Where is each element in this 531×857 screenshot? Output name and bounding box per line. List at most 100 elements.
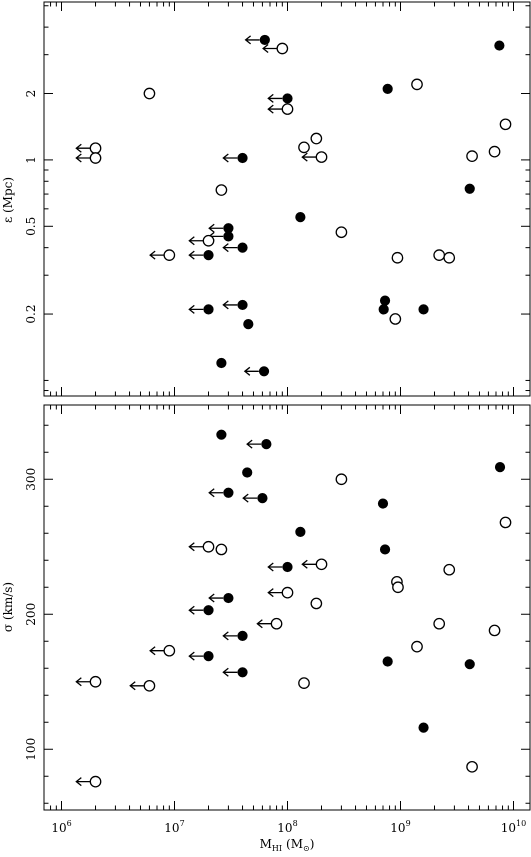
point-marker bbox=[223, 231, 234, 242]
open-point bbox=[310, 597, 323, 610]
filled-point-upper-limit bbox=[188, 250, 214, 261]
upper-limit-arrow bbox=[222, 153, 238, 163]
filled-point-upper-limit bbox=[222, 299, 248, 311]
y-axis-label-sigma: σ (km/s) bbox=[1, 582, 15, 632]
point-marker bbox=[143, 87, 156, 100]
filled-point bbox=[464, 183, 475, 194]
point-marker bbox=[89, 675, 102, 688]
point-marker bbox=[418, 304, 429, 315]
upper-limit-arrow bbox=[222, 300, 238, 310]
upper-limit-arrow bbox=[188, 542, 204, 552]
point-marker bbox=[223, 592, 234, 604]
open-point bbox=[298, 141, 310, 154]
point-marker bbox=[382, 83, 393, 94]
open-point-upper-limit bbox=[149, 249, 176, 261]
open-point bbox=[310, 132, 323, 145]
open-point-upper-limit bbox=[188, 540, 215, 553]
filled-point-upper-limit bbox=[244, 34, 270, 46]
point-marker bbox=[411, 640, 423, 653]
point-marker bbox=[499, 118, 512, 131]
point-marker bbox=[257, 493, 268, 504]
point-marker bbox=[382, 656, 393, 667]
x-axis-label-unit-subscript: ⊙ bbox=[303, 844, 310, 853]
y-tick-label: 100 bbox=[24, 738, 38, 761]
filled-point bbox=[464, 659, 475, 670]
open-point-upper-limit bbox=[301, 558, 328, 571]
upper-limit-arrow bbox=[208, 593, 224, 603]
upper-limit-arrow bbox=[267, 93, 283, 103]
x-axis-label-subscript: HI bbox=[272, 844, 282, 853]
filled-point bbox=[243, 319, 254, 330]
panel-epsilon-points bbox=[75, 34, 512, 377]
open-point-upper-limit bbox=[129, 679, 156, 692]
filled-point-upper-limit bbox=[208, 223, 234, 234]
y-axis-label-epsilon: ε (Mpc) bbox=[1, 177, 15, 223]
point-marker bbox=[499, 516, 512, 529]
point-marker bbox=[203, 605, 214, 616]
upper-limit-arrow bbox=[188, 250, 204, 260]
open-point-upper-limit bbox=[256, 617, 283, 630]
upper-limit-arrow bbox=[222, 667, 238, 677]
point-marker bbox=[466, 150, 478, 162]
open-point-upper-limit bbox=[75, 675, 102, 688]
filled-point-upper-limit bbox=[267, 93, 293, 104]
panel-sigma-ticks bbox=[43, 405, 530, 810]
upper-limit-arrow bbox=[188, 304, 204, 314]
point-marker bbox=[203, 304, 214, 315]
y-tick-label: 0.2 bbox=[24, 305, 38, 324]
point-marker bbox=[443, 563, 456, 576]
filled-point bbox=[295, 526, 306, 538]
open-point bbox=[215, 543, 228, 556]
point-marker bbox=[464, 183, 475, 194]
open-point-upper-limit bbox=[262, 42, 289, 55]
point-marker bbox=[464, 659, 475, 670]
x-axis-label-unit: (M bbox=[286, 837, 303, 851]
filled-point bbox=[494, 462, 506, 473]
open-point bbox=[433, 249, 446, 261]
y-tick-label: 200 bbox=[24, 603, 38, 626]
upper-limit-arrow bbox=[149, 250, 165, 260]
filled-point bbox=[379, 544, 391, 555]
x-tick-label: 106 bbox=[51, 819, 71, 835]
point-marker bbox=[433, 249, 446, 261]
panel-sigma-frame bbox=[43, 404, 531, 811]
open-point bbox=[488, 624, 501, 637]
filled-point-upper-limit bbox=[188, 651, 214, 662]
filled-point bbox=[382, 656, 393, 667]
open-point bbox=[433, 617, 446, 630]
open-point bbox=[215, 184, 228, 196]
panel-sigma-tick-labels: 100 200 300 106 107 108 109 1010 bbox=[24, 468, 526, 835]
point-marker bbox=[282, 93, 293, 104]
point-marker bbox=[202, 234, 215, 247]
upper-limit-arrow bbox=[243, 366, 259, 376]
upper-limit-arrow bbox=[262, 43, 278, 54]
point-marker bbox=[488, 145, 501, 158]
upper-limit-arrow bbox=[267, 562, 283, 572]
open-point bbox=[389, 313, 402, 325]
filled-point bbox=[295, 212, 306, 223]
filled-point bbox=[382, 83, 393, 94]
upper-limit-arrow bbox=[188, 236, 204, 246]
x-axis-label-symbol: M bbox=[260, 837, 272, 851]
open-point-upper-limit bbox=[75, 775, 102, 788]
point-marker bbox=[411, 78, 423, 91]
panel-epsilon: 0.2 0.5 1 2 ε (Mpc) bbox=[1, 1, 531, 397]
upper-limit-arrow bbox=[75, 153, 91, 163]
filled-point-upper-limit bbox=[243, 366, 270, 377]
filled-point-upper-limit bbox=[208, 487, 234, 498]
point-marker bbox=[298, 677, 310, 689]
filled-point-upper-limit bbox=[246, 439, 272, 450]
filled-point bbox=[377, 498, 389, 509]
open-point bbox=[443, 563, 456, 576]
point-marker bbox=[377, 498, 389, 509]
point-marker bbox=[242, 467, 253, 478]
upper-limit-arrow bbox=[75, 677, 91, 687]
point-marker bbox=[163, 644, 176, 657]
x-axis-label-unit-close: ) bbox=[310, 837, 315, 851]
filled-point bbox=[216, 357, 227, 369]
point-marker bbox=[216, 357, 227, 369]
point-marker bbox=[281, 586, 294, 599]
upper-limit-arrow bbox=[256, 619, 272, 629]
upper-limit-arrow bbox=[188, 651, 204, 661]
filled-point bbox=[494, 40, 505, 51]
